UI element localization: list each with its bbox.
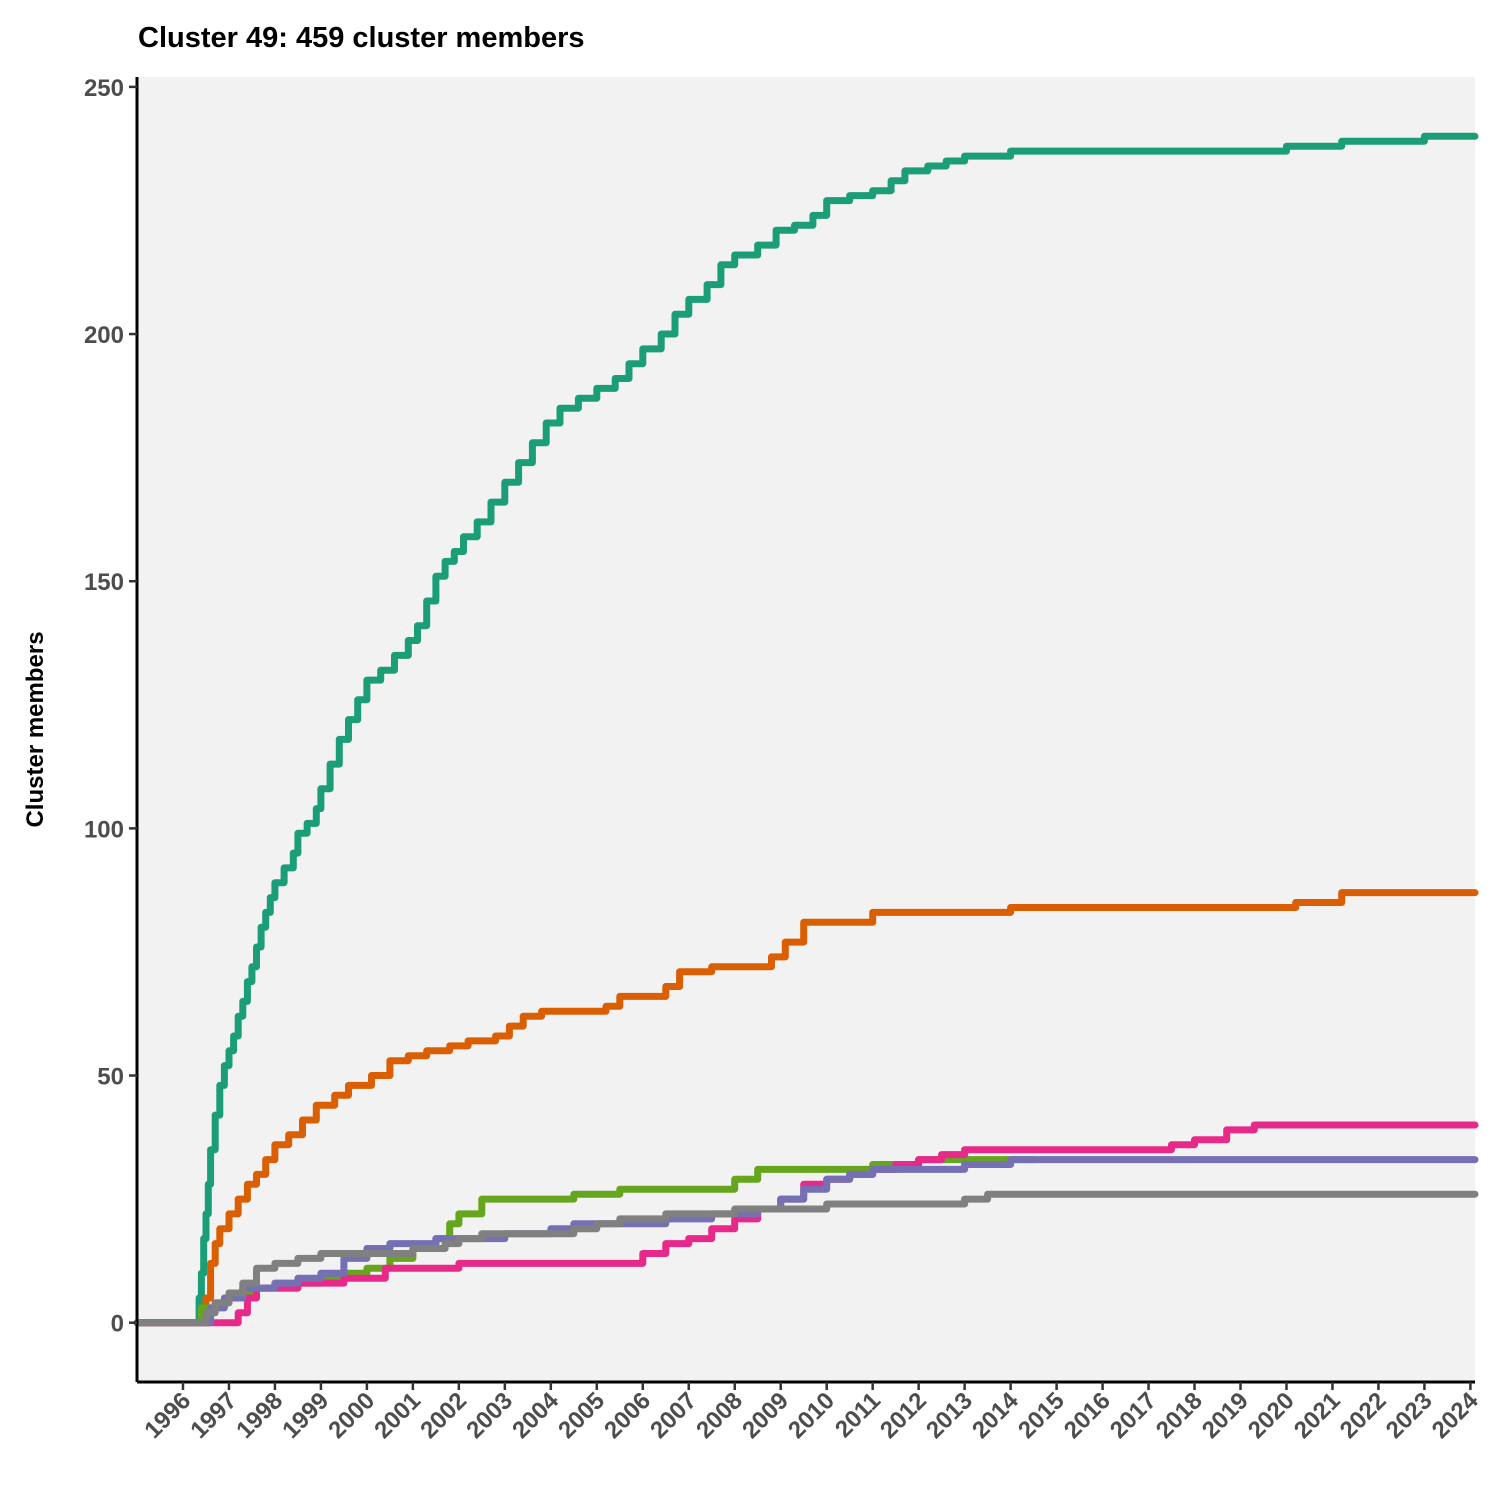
x-tick-label: 2021 <box>1289 1387 1346 1444</box>
y-axis-ticks: 0 50 100 150 200 250 <box>84 75 137 1338</box>
x-tick-label: 2000 <box>323 1387 380 1444</box>
series-line-1 <box>133 132 1479 1327</box>
x-tick-label: 2024 <box>1427 1387 1484 1444</box>
x-tick-label: 2004 <box>507 1387 564 1444</box>
x-tick-label: 1996 <box>139 1387 196 1444</box>
x-tick-label: 2017 <box>1105 1387 1162 1444</box>
x-tick-label: 1998 <box>231 1387 288 1444</box>
series-line-4 <box>133 1121 1479 1327</box>
x-tick-label: 2013 <box>921 1387 978 1444</box>
x-tick-label: 2018 <box>1151 1387 1208 1444</box>
y-tick-label: 150 <box>84 569 124 596</box>
series-line-6 <box>133 1190 1479 1327</box>
chart-title: Cluster 49: 459 cluster members <box>138 22 585 54</box>
x-tick-label: 2009 <box>737 1387 794 1444</box>
y-tick-label: 0 <box>111 1311 124 1338</box>
x-tick-label: 2020 <box>1243 1387 1300 1444</box>
x-tick-label: 2010 <box>783 1387 840 1444</box>
x-tick-label: 2023 <box>1381 1387 1438 1444</box>
y-tick-label: 250 <box>84 75 124 102</box>
series-line-2 <box>133 889 1479 1327</box>
x-tick-label: 2007 <box>645 1387 702 1444</box>
x-tick-label: 2014 <box>967 1387 1024 1444</box>
x-tick-label: 2012 <box>875 1387 932 1444</box>
series-layer <box>133 132 1479 1327</box>
plot-background <box>137 77 1475 1382</box>
x-tick-label: 2022 <box>1335 1387 1392 1444</box>
x-tick-label: 2002 <box>415 1387 472 1444</box>
x-tick-label: 2016 <box>1059 1387 1116 1444</box>
x-tick-label: 2006 <box>599 1387 656 1444</box>
x-tick-label: 2008 <box>691 1387 748 1444</box>
x-axis-ticks: 1996199719981999200020012002200320042005… <box>139 1382 1484 1444</box>
x-tick-label: 2001 <box>369 1387 426 1444</box>
x-tick-label: 1997 <box>185 1387 242 1444</box>
y-tick-label: 200 <box>84 322 124 349</box>
x-tick-label: 1999 <box>277 1387 334 1444</box>
y-tick-label: 50 <box>97 1064 124 1091</box>
x-tick-label: 2005 <box>553 1387 610 1444</box>
x-tick-label: 2011 <box>830 1387 886 1443</box>
y-tick-label: 100 <box>84 816 124 843</box>
x-tick-label: 2015 <box>1013 1387 1070 1444</box>
x-tick-label: 2019 <box>1197 1387 1254 1444</box>
x-tick-label: 2003 <box>461 1387 518 1444</box>
y-axis-label: Cluster members <box>22 631 49 827</box>
